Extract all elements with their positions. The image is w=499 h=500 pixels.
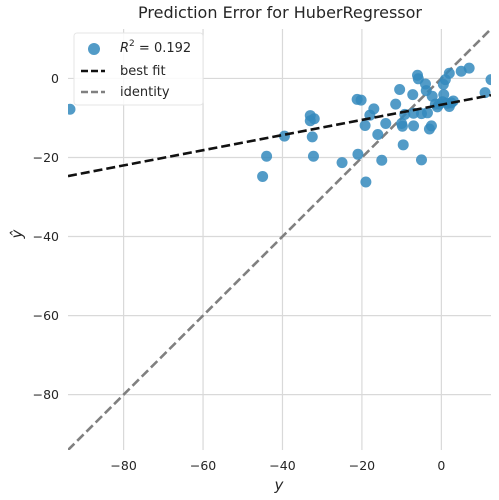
- y-tick-label: −60: [33, 308, 59, 323]
- x-tick-label: −20: [349, 458, 375, 473]
- data-point: [421, 107, 433, 119]
- y-axis-label: ŷ: [8, 228, 26, 239]
- data-point: [261, 150, 273, 162]
- data-point: [408, 120, 420, 132]
- data-point: [306, 131, 318, 143]
- data-point: [463, 62, 475, 74]
- data-point: [368, 103, 380, 115]
- data-point: [307, 150, 319, 162]
- x-tick-label: −40: [269, 458, 295, 473]
- y-tick-label: −80: [33, 387, 59, 402]
- chart-title: Prediction Error for HuberRegressor: [138, 3, 422, 22]
- legend-r-symbol: R: [120, 41, 129, 56]
- data-point: [443, 67, 455, 79]
- scatter-points: [68, 62, 491, 188]
- best-fit-line: [68, 93, 491, 178]
- identity-line-layer: [68, 29, 491, 450]
- data-point: [485, 74, 491, 86]
- data-point: [257, 170, 269, 182]
- legend-marker-points: [88, 43, 100, 55]
- data-point: [438, 89, 450, 101]
- data-point: [360, 176, 372, 188]
- legend-entry-r2: R2 = 0.192: [120, 39, 191, 56]
- data-point: [394, 83, 406, 95]
- data-point: [308, 113, 320, 125]
- data-point: [380, 117, 392, 129]
- legend-r-superscript: 2: [129, 39, 135, 49]
- y-tick-label: −40: [33, 229, 59, 244]
- x-tick-label: −80: [110, 458, 136, 473]
- legend-label-best-fit: best fit: [120, 64, 166, 79]
- data-point: [352, 148, 364, 160]
- data-point: [68, 103, 76, 115]
- x-tick-label: −60: [190, 458, 216, 473]
- legend: R2 = 0.192 best fit identity: [73, 32, 204, 106]
- data-point: [396, 120, 408, 132]
- data-point: [355, 94, 367, 106]
- y-tick-label: −20: [33, 150, 59, 165]
- data-point: [397, 139, 409, 151]
- legend-label-identity: identity: [120, 85, 170, 100]
- data-point: [390, 98, 402, 110]
- data-point: [359, 119, 371, 131]
- y-tick-labels: 0 −20 −40 −60 −80: [33, 71, 59, 402]
- x-axis-label: y: [274, 476, 285, 494]
- data-point: [372, 129, 384, 141]
- x-tick-labels: −80 −60 −40 −20 0: [110, 458, 445, 473]
- data-point: [425, 120, 437, 132]
- data-point: [336, 157, 348, 169]
- x-tick-label: 0: [437, 458, 445, 473]
- y-tick-label: 0: [51, 71, 59, 86]
- data-point: [479, 87, 491, 99]
- identity-line: [68, 29, 491, 450]
- best-fit-line-layer: [68, 93, 491, 178]
- data-point: [376, 154, 388, 166]
- data-point: [407, 89, 419, 101]
- legend-box: [73, 32, 204, 106]
- data-point: [415, 154, 427, 166]
- legend-r2-value: = 0.192: [135, 41, 191, 56]
